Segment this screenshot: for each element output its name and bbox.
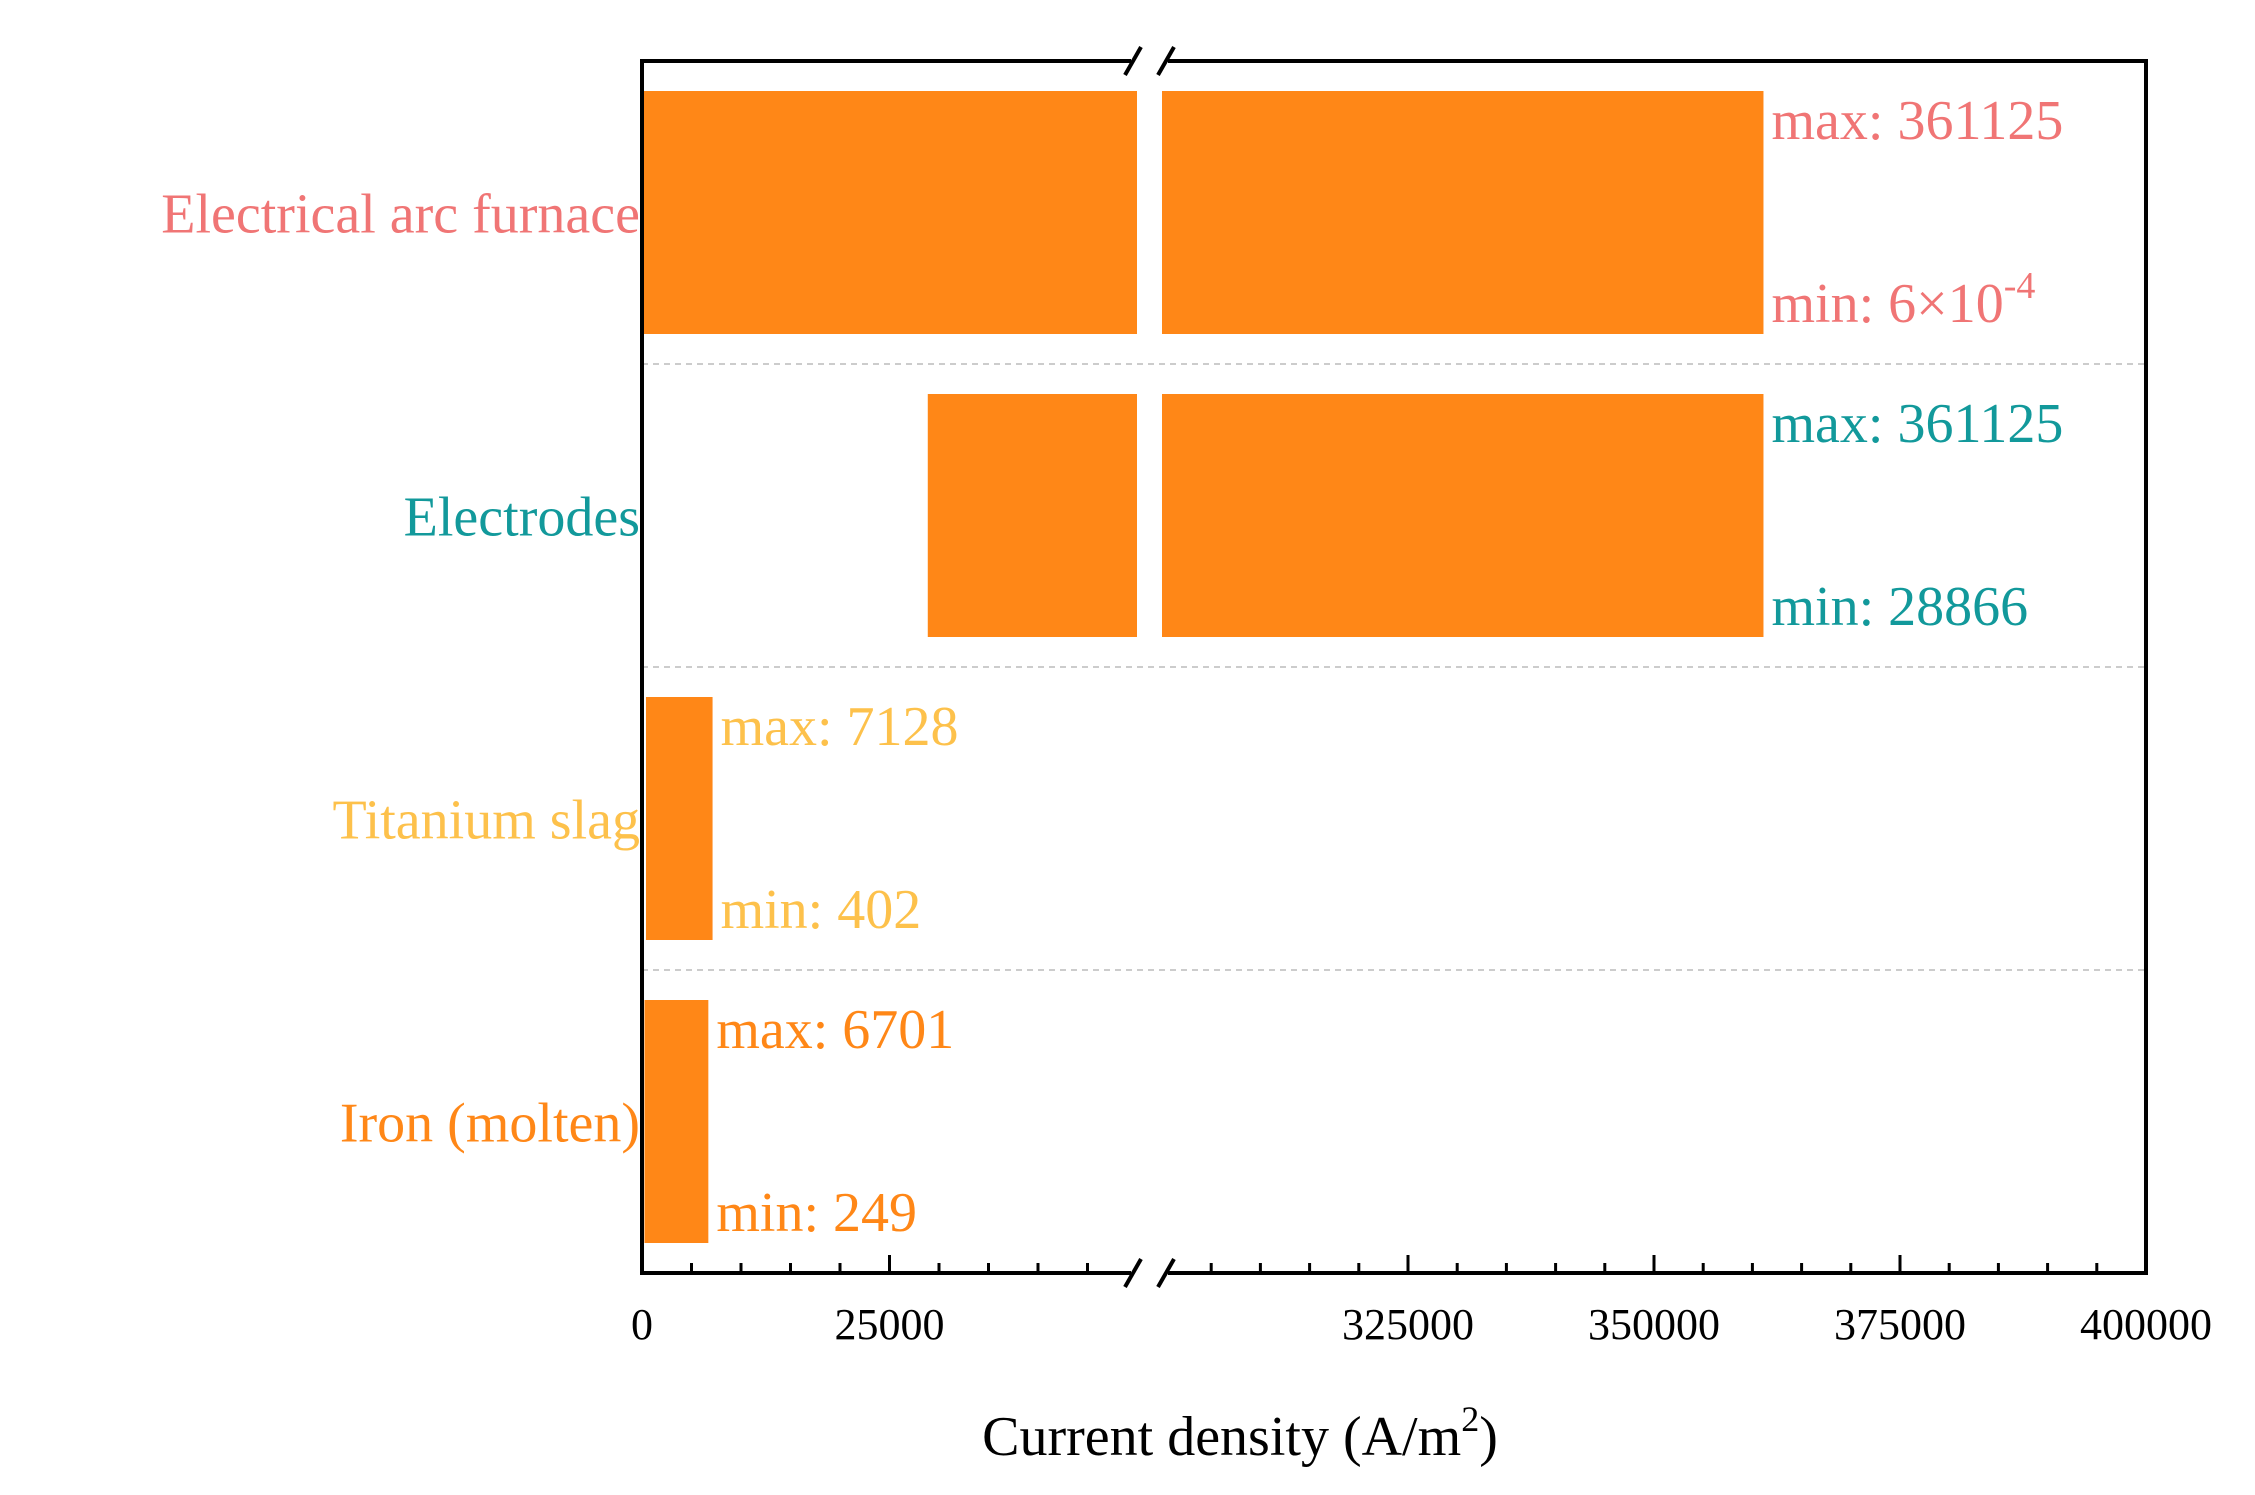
- bar-iron-molten: [644, 1000, 709, 1243]
- x-tick-label-350000: 350000: [1588, 1300, 1720, 1349]
- max-label-electrical-arc-furnace: max: 361125: [1771, 90, 2063, 152]
- min-label-electrodes: min: 28866: [1771, 576, 2028, 638]
- bar-electrical-arc-furnace-right: [1162, 91, 1764, 334]
- bar-electrodes-right: [1162, 394, 1764, 637]
- axis-break-mark-bottom: [1123, 1258, 1143, 1288]
- x-axis: 0 25000 325000 350000 375000 400000: [631, 1255, 2212, 1349]
- category-label-electrodes: Electrodes: [404, 487, 640, 549]
- max-label-iron-molten: max: 6701: [716, 999, 954, 1061]
- x-tick-label-400000: 400000: [2080, 1300, 2212, 1349]
- axis-break-mark-bottom: [1156, 1258, 1176, 1288]
- x-tick-label-0: 0: [631, 1300, 653, 1349]
- bar-electrodes-left: [927, 394, 1137, 637]
- bars-layer: [642, 91, 2146, 1243]
- category-label-electrical-arc-furnace: Electrical arc furnace: [161, 184, 640, 246]
- x-axis-title: Current density (A/m2): [982, 1399, 1498, 1468]
- frame-left-part: [640, 59, 1131, 1275]
- axis-break-mark-top: [1123, 46, 1143, 76]
- min-label-titanium-slag: min: 402: [721, 879, 922, 941]
- min-label-iron-molten: min: 249: [716, 1182, 917, 1244]
- x-tick-label-375000: 375000: [1834, 1300, 1966, 1349]
- max-label-electrodes: max: 361125: [1771, 393, 2063, 455]
- min-label-electrical-arc-furnace: min: 6×10-4: [1771, 265, 2035, 335]
- x-tick-label-325000: 325000: [1342, 1300, 1474, 1349]
- frame-right-part: [1168, 59, 2148, 1275]
- axis-break-mark-top: [1156, 46, 1176, 76]
- category-label-iron-molten: Iron (molten): [340, 1093, 640, 1155]
- plot-frame: [640, 46, 2148, 1288]
- category-label-titanium-slag: Titanium slag: [332, 790, 640, 852]
- bar-electrical-arc-furnace-left: [642, 91, 1137, 334]
- bar-titanium-slag: [645, 697, 713, 940]
- x-tick-label-25000: 25000: [835, 1300, 945, 1349]
- labels-layer: Electrical arc furnace max: 361125 min: 6×…: [161, 90, 2063, 1244]
- max-label-titanium-slag: max: 7128: [721, 696, 959, 758]
